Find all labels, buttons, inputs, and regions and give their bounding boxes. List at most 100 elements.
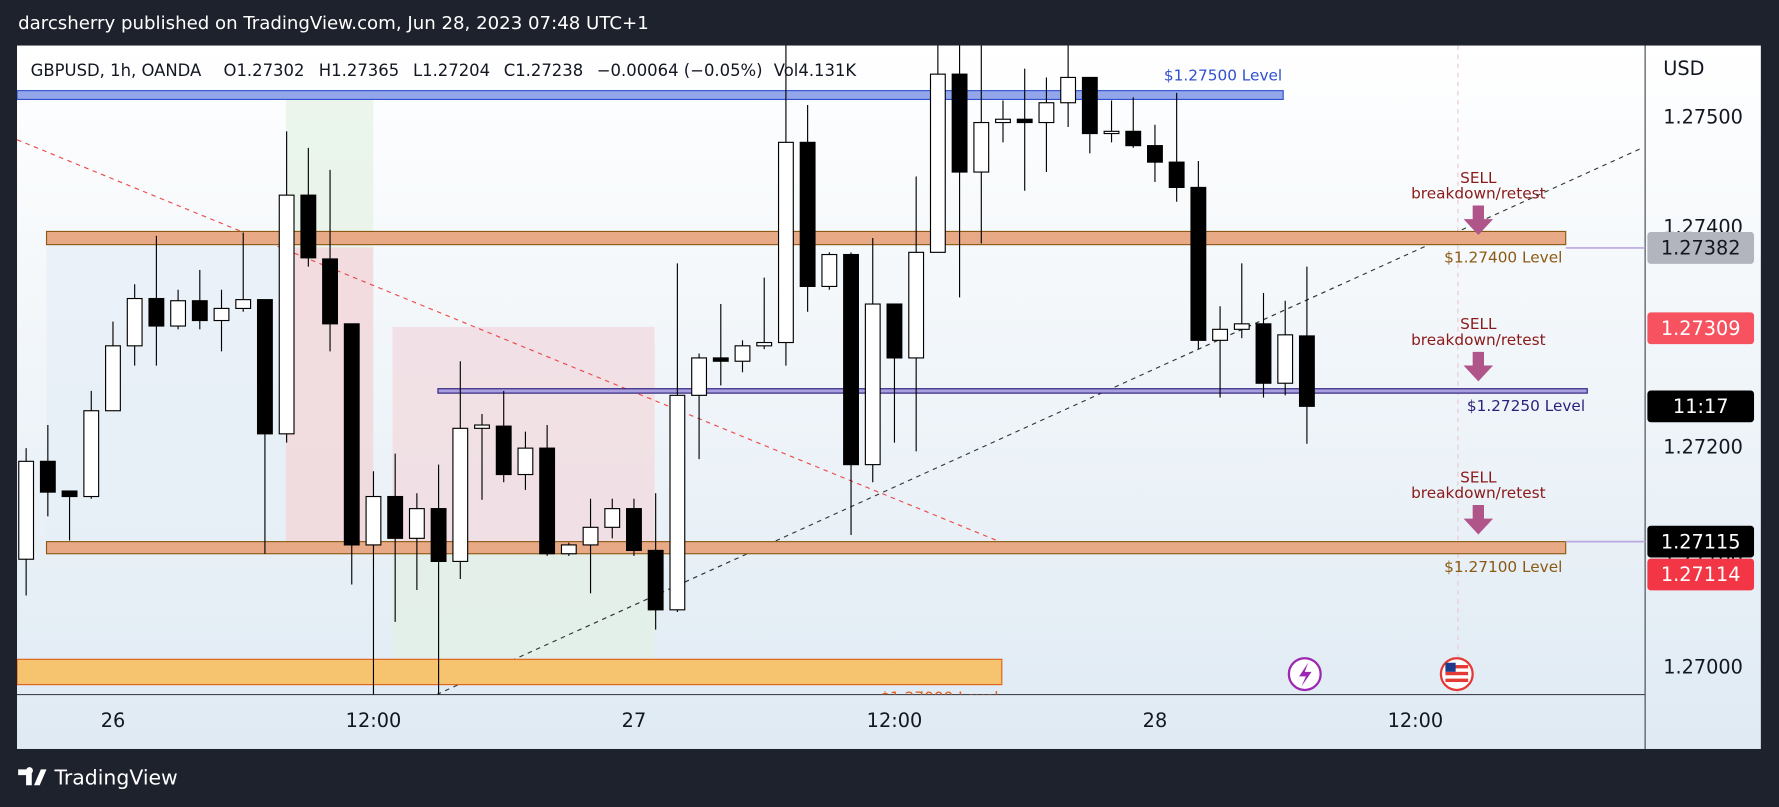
candle-body xyxy=(1147,145,1163,163)
zone xyxy=(392,326,655,543)
candle-body xyxy=(626,508,642,551)
candle-body xyxy=(61,490,78,498)
candle-body xyxy=(1125,130,1142,147)
candle-body xyxy=(148,297,165,327)
flag-canton xyxy=(1445,662,1456,672)
currency: USD xyxy=(1663,57,1704,80)
price-badge: 1.27309 xyxy=(1647,312,1755,345)
ohlc: H1.27365 xyxy=(319,61,399,80)
level-label: $1.27400 Level xyxy=(1444,249,1562,267)
legend: GBPUSD, 1h, OANDA O1.27302 H1.27365 L1.2… xyxy=(31,61,858,80)
candle-body xyxy=(1016,118,1033,124)
candle-body xyxy=(1212,328,1229,341)
candle-body xyxy=(300,194,317,259)
candle-body xyxy=(1298,335,1315,407)
brand-name: TradingView xyxy=(53,765,177,789)
candle-body xyxy=(886,303,903,359)
candle-body xyxy=(1277,334,1294,384)
countdown: 11:17 xyxy=(1647,390,1755,423)
candle-body xyxy=(799,141,816,288)
candle-body xyxy=(343,323,360,546)
candle-body xyxy=(235,299,252,310)
candle-body xyxy=(929,73,946,253)
flag-stripe xyxy=(1445,678,1469,683)
candle-body xyxy=(83,410,100,498)
volume: Vol4.131K xyxy=(774,61,858,80)
drawings xyxy=(17,45,1644,695)
candle-body xyxy=(647,549,664,611)
sell-arrow xyxy=(1463,351,1494,382)
sell-arrow xyxy=(1463,505,1494,535)
candle-body xyxy=(691,357,708,396)
candle-body xyxy=(864,303,881,466)
candle-body xyxy=(495,425,512,476)
candle-body xyxy=(278,194,295,435)
candle-body xyxy=(191,300,208,322)
trend-line xyxy=(436,147,1644,695)
candle-body xyxy=(474,424,490,429)
candle-body xyxy=(539,447,556,555)
y-tick-label: 1.27200 xyxy=(1663,436,1743,459)
candle-body xyxy=(995,118,1011,124)
candle-body xyxy=(105,345,121,412)
sell-subtitle: breakdown/retest xyxy=(1411,331,1545,349)
x-tick-label: 12:00 xyxy=(1388,709,1444,732)
x-tick-label: 28 xyxy=(1143,709,1168,732)
level-label: $1.27100 Level xyxy=(1444,558,1562,576)
sell-title: SELL xyxy=(1460,315,1497,333)
candle-body xyxy=(843,253,859,466)
x-tick-label: 26 xyxy=(101,709,126,732)
ohlc: C1.27238 xyxy=(504,61,583,80)
price-badge-text: 1.27309 xyxy=(1661,317,1741,340)
level-band xyxy=(17,90,1284,101)
candle-body xyxy=(39,460,56,493)
sell-title: SELL xyxy=(1460,468,1497,486)
candle-body xyxy=(18,460,35,560)
candle-body xyxy=(604,508,621,528)
price-badge-box xyxy=(1647,558,1755,591)
candle-body xyxy=(821,253,838,288)
candle-body xyxy=(322,258,338,325)
countdown-box xyxy=(1647,390,1755,423)
flag-stripe xyxy=(1445,671,1469,676)
level-band xyxy=(17,658,1003,686)
level-label: $1.27000 Level xyxy=(880,689,998,707)
level-band xyxy=(437,388,1588,394)
candle-body xyxy=(973,121,990,173)
price-badge: 1.27382 xyxy=(1647,232,1755,264)
candle-body xyxy=(669,394,686,611)
candle-body xyxy=(712,357,729,362)
candle-body xyxy=(170,300,187,327)
candle-body xyxy=(756,341,773,347)
price-badge: 1.27114 xyxy=(1647,558,1755,591)
candle-body xyxy=(365,495,382,546)
level-label: $1.27250 Level xyxy=(1467,397,1585,415)
y-tick-label: 1.27000 xyxy=(1663,656,1743,679)
plot: $1.27500 Level $1.27400 Level $1.27250 Lev… xyxy=(17,45,1588,707)
candle-body xyxy=(1103,130,1120,135)
candle-body xyxy=(1038,102,1055,124)
y-tick-label: 1.27500 xyxy=(1663,106,1743,129)
logo xyxy=(18,767,47,786)
candle-body xyxy=(908,251,925,359)
candle-body xyxy=(213,307,230,322)
header-text: darcsherry published on TradingView.com,… xyxy=(18,13,649,34)
countdown-text: 11:17 xyxy=(1673,395,1729,418)
candle-body xyxy=(1060,76,1077,104)
candle-body xyxy=(1168,161,1185,189)
ohlc: L1.27204 xyxy=(413,61,490,80)
candle-body xyxy=(517,447,534,476)
candle-body xyxy=(582,526,599,546)
candle-body xyxy=(452,427,469,562)
x-tick-label: 12:00 xyxy=(867,709,923,732)
sell-subtitle: breakdown/retest xyxy=(1411,185,1545,203)
candle-body xyxy=(430,508,447,562)
price-badge-box xyxy=(1647,312,1755,345)
candle-body xyxy=(1190,186,1207,341)
candle-body xyxy=(1233,323,1250,330)
x-tick-label: 12:00 xyxy=(346,709,402,732)
zone xyxy=(46,245,286,543)
candle-body xyxy=(560,544,577,555)
candle-body xyxy=(734,345,751,362)
